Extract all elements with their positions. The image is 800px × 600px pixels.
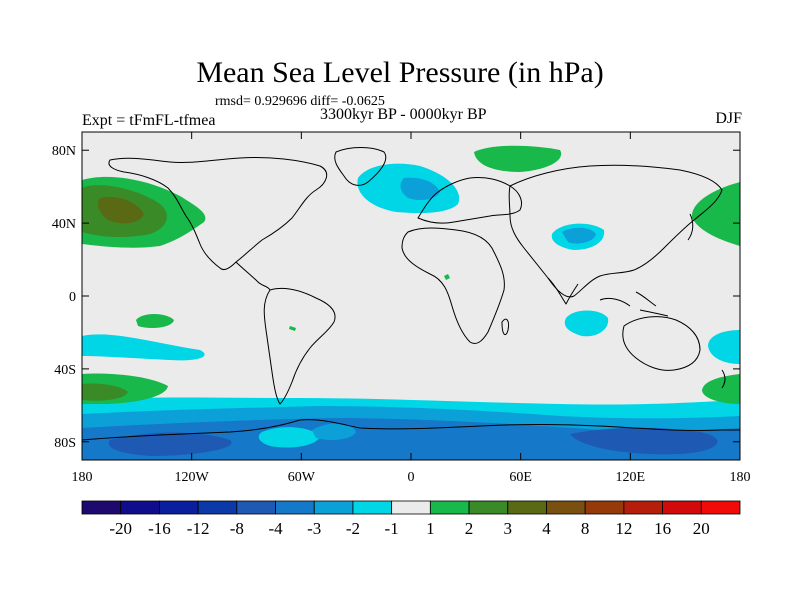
colorbar-label: 8 xyxy=(581,519,590,538)
x-tick-label: 60E xyxy=(509,470,532,485)
colorbar-swatch xyxy=(623,500,663,515)
anomaly-patch-pos2-south-pacific xyxy=(82,383,128,401)
colorbar-swatch xyxy=(120,500,160,515)
colorbar-label: -3 xyxy=(307,519,321,538)
colorbar-swatch xyxy=(662,500,702,515)
season-label: DJF xyxy=(715,110,742,127)
anomaly-patch-neg1-inner xyxy=(258,427,320,448)
anomaly-patch-neg2-asia xyxy=(562,227,596,244)
period-text: 3300kyr BP - 0000kyr BP xyxy=(320,106,487,123)
colorbar-label: -20 xyxy=(109,519,132,538)
colorbar-swatch xyxy=(584,500,625,515)
anomaly-band-neg3 xyxy=(82,418,740,460)
anomaly-patch-pos3-north-pacific xyxy=(98,196,144,224)
anomaly-patch-neg4-b xyxy=(570,427,718,455)
y-tick-label: 80S xyxy=(54,436,76,451)
colorbar-swatch xyxy=(352,500,393,515)
anomaly-patch-neg1-indian xyxy=(564,310,609,337)
x-tick-label: 180 xyxy=(72,470,93,485)
anomaly-patch-pos1-east xyxy=(691,182,740,246)
colorbar-swatch xyxy=(429,500,470,515)
colorbar-label: 16 xyxy=(654,519,671,538)
anomaly-band-neg1-south-atlantic xyxy=(82,334,205,361)
colorbar-swatch xyxy=(159,500,199,515)
colorbar-label: 3 xyxy=(504,519,513,538)
colorbar-swatch xyxy=(197,500,238,515)
colorbar: -20 -16 -12 -8 -4 -3 -2 -1 1 2 3 4 8 12 16 20 xyxy=(81,500,741,538)
colorbar-swatch xyxy=(313,500,354,515)
colorbar-label: -2 xyxy=(346,519,360,538)
colorbar-label: -16 xyxy=(148,519,171,538)
colorbar-swatch xyxy=(507,500,547,515)
colorbar-label: 12 xyxy=(615,519,632,538)
colorbar-label: -12 xyxy=(187,519,210,538)
colorbar-swatch xyxy=(81,500,122,515)
anomaly-patch-pos1-south-east xyxy=(702,374,740,404)
anomaly-patch-pos1-africa xyxy=(444,274,450,280)
anomaly-patch-neg2-atlantic xyxy=(400,177,440,200)
anomaly-patch-neg1-australia xyxy=(708,330,740,364)
colorbar-swatch xyxy=(700,500,741,515)
x-tick-label: 180 xyxy=(730,470,751,485)
x-tick-label: 120W xyxy=(175,470,210,485)
x-tick-label: 120E xyxy=(616,470,646,485)
colorbar-label: 4 xyxy=(542,519,551,538)
colorbar-swatch xyxy=(391,500,431,515)
colorbar-label: -8 xyxy=(230,519,244,538)
x-tick-label: 0 xyxy=(408,470,415,485)
colorbar-label: 2 xyxy=(465,519,474,538)
map-plot-area xyxy=(82,132,740,460)
colorbar-swatch xyxy=(236,500,276,515)
anomaly-patch-neg2-inner xyxy=(312,423,356,440)
coastlines xyxy=(82,147,740,441)
experiment-label: Expt = tFmFL-tfmea xyxy=(82,112,216,129)
anomaly-patch-pos1-arctic xyxy=(474,145,562,172)
colorbar-swatch xyxy=(468,500,509,515)
colorbar-label: 20 xyxy=(693,519,710,538)
colorbar-swatch xyxy=(275,500,315,515)
y-tick-label: 40N xyxy=(52,217,76,232)
map-axes: 180 120W 60W 0 60E 120E 180 80N 40N 0 40S 80S xyxy=(52,132,751,485)
y-tick-label: 0 xyxy=(69,290,76,305)
page-title: Mean Sea Level Pressure (in hPa) xyxy=(196,56,604,89)
colorbar-label: 1 xyxy=(426,519,435,538)
y-tick-label: 80N xyxy=(52,144,76,159)
colorbar-swatch xyxy=(546,500,586,515)
y-tick-label: 40S xyxy=(54,363,76,378)
colorbar-label: -1 xyxy=(385,519,399,538)
anomaly-patch-neg4 xyxy=(108,432,232,456)
anomaly-patch-pos1-south-america xyxy=(289,326,296,331)
x-tick-label: 60W xyxy=(288,470,316,485)
stats-text: rmsd= 0.929696 diff= -0.0625 xyxy=(215,94,385,109)
anomaly-patch-pos1-pacific xyxy=(136,314,174,328)
colorbar-label: -4 xyxy=(268,519,283,538)
